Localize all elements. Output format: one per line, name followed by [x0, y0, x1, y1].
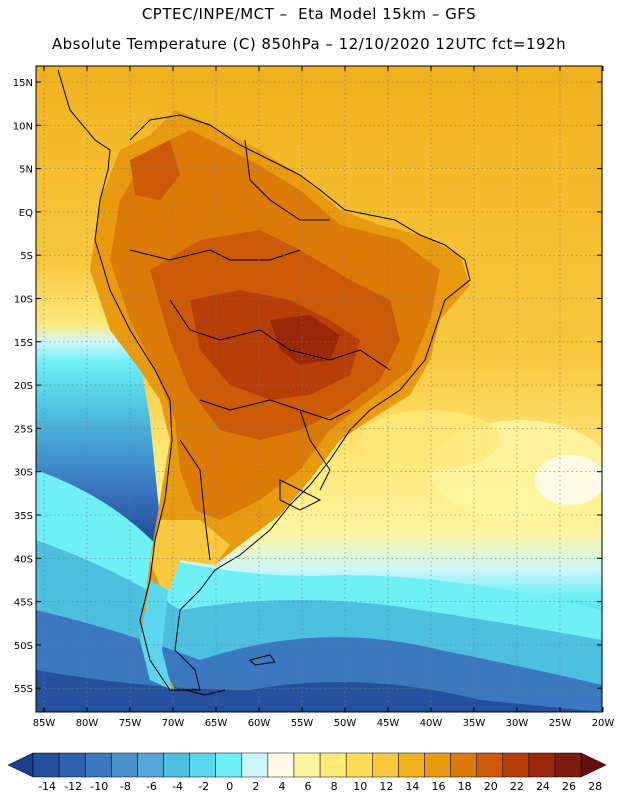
temperature-field: [36, 66, 602, 712]
lon-label: 85W: [33, 718, 56, 729]
colorbar-label: 6: [305, 780, 312, 793]
colorbar-swatch: [502, 752, 530, 778]
colorbar-label: 0: [226, 780, 233, 793]
colorbar-left-arrow: [7, 752, 34, 778]
lat-label: 30S: [14, 468, 33, 479]
colorbar: -14 -12 -10 -8 -6 -4 -2 0 2 4 6 8 10 12 14 16 18 20 22 24 26…: [7, 752, 607, 793]
colorbar-swatch: [476, 752, 504, 778]
colorbar-label: -10: [90, 780, 108, 793]
colorbar-swatch: [137, 752, 164, 778]
colorbar-swatch: [372, 752, 399, 778]
colorbar-swatch: [528, 752, 556, 778]
colorbar-right-arrow: [580, 752, 607, 778]
latitude-labels: 15N 10N 5N EQ 5S 10S 15S 20S 25S 30S 35S 40S 45S 50S 5…: [13, 78, 33, 695]
lon-label: 20W: [592, 718, 615, 729]
map-frame: [35, 65, 603, 713]
axis-ticks: [36, 66, 604, 712]
colorbar-label: -6: [146, 780, 157, 793]
lat-label: 25S: [14, 424, 33, 435]
lon-label: 55W: [291, 718, 314, 729]
lat-label: 5N: [19, 165, 33, 176]
colorbar-label: 26: [562, 780, 576, 793]
colorbar-label: 16: [432, 780, 446, 793]
colorbar-swatch: [267, 752, 295, 778]
colorbar-swatch: [554, 752, 582, 778]
colorbar-swatches: [7, 752, 607, 778]
lat-label: 10S: [14, 295, 33, 306]
lon-label: 60W: [248, 718, 271, 729]
colorbar-label: 2: [252, 780, 259, 793]
lon-label: 50W: [334, 718, 357, 729]
colorbar-label: 18: [458, 780, 472, 793]
colorbar-label: 22: [510, 780, 524, 793]
longitude-labels: 85W 80W 75W 70W 65W 60W 55W 50W 45W 40W 35W 30W 25W 2…: [33, 718, 615, 729]
colorbar-swatch: [215, 752, 243, 778]
temperature-map: 15N 10N 5N EQ 5S 10S 15S 20S 25S 30S 35S 40S 45S 50S 5…: [13, 65, 615, 729]
lon-label: 45W: [377, 718, 400, 729]
colorbar-label: -2: [198, 780, 209, 793]
lon-label: 65W: [205, 718, 228, 729]
colorbar-label: 8: [331, 780, 338, 793]
colorbar-swatch: [450, 752, 477, 778]
lat-label: 5S: [20, 251, 33, 262]
title-line-2: Absolute Temperature (C) 850hPa – 12/10/…: [51, 35, 567, 53]
colorbar-swatch: [424, 752, 451, 778]
lon-label: 70W: [162, 718, 185, 729]
lon-label: 30W: [506, 718, 529, 729]
colorbar-swatch: [398, 752, 425, 778]
colorbar-swatch: [84, 752, 112, 778]
coastlines: [57, 69, 471, 696]
title-line-1: CPTEC/INPE/MCT – Eta Model 15km – GFS: [141, 5, 477, 23]
colorbar-swatch: [111, 752, 138, 778]
colorbar-swatch: [32, 752, 60, 778]
lat-label: 50S: [14, 641, 33, 652]
lon-label: 25W: [549, 718, 572, 729]
colorbar-label: 4: [278, 780, 285, 793]
lat-label: 15N: [13, 78, 33, 89]
lat-label: EQ: [19, 208, 33, 219]
lon-label: 40W: [420, 718, 443, 729]
colorbar-label: 24: [536, 780, 550, 793]
colorbar-swatch: [293, 752, 321, 778]
colorbar-label: -4: [172, 780, 183, 793]
lat-label: 40S: [14, 554, 33, 565]
colorbar-label: 10: [353, 780, 367, 793]
colorbar-swatch: [345, 752, 373, 778]
lon-label: 75W: [119, 718, 142, 729]
lat-label: 55S: [14, 684, 33, 695]
lat-label: 15S: [14, 338, 33, 349]
colorbar-swatch: [319, 752, 347, 778]
colorbar-label: 20: [484, 780, 498, 793]
lat-label: 35S: [14, 511, 33, 522]
colorbar-swatch: [241, 752, 269, 778]
colorbar-swatch: [58, 752, 86, 778]
lat-label: 20S: [14, 381, 33, 392]
colorbar-label: 28: [588, 780, 602, 793]
colorbar-label: 12: [379, 780, 393, 793]
colorbar-label: 14: [405, 780, 419, 793]
lat-label: 45S: [14, 598, 33, 609]
colorbar-swatch: [189, 752, 216, 778]
lat-label: 10N: [13, 121, 33, 132]
colorbar-labels: -14 -12 -10 -8 -6 -4 -2 0 2 4 6 8 10 12 14 16 18 20 22 24 26…: [38, 780, 602, 793]
colorbar-label: -8: [120, 780, 131, 793]
lon-label: 80W: [76, 718, 99, 729]
colorbar-label: -14: [38, 780, 56, 793]
colorbar-label: -12: [64, 780, 82, 793]
lon-label: 35W: [463, 718, 486, 729]
colorbar-swatch: [163, 752, 190, 778]
